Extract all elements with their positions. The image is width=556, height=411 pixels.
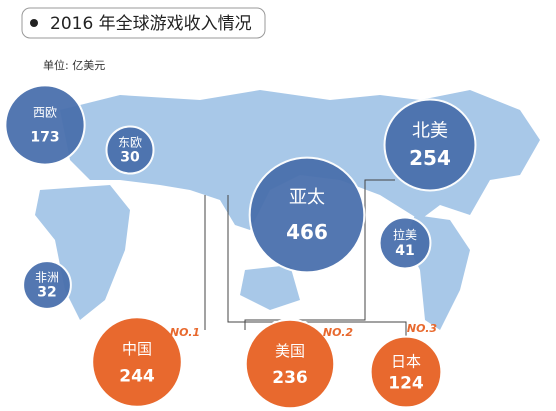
region-name: 东欧 bbox=[118, 135, 142, 149]
region-name: 西欧 bbox=[33, 106, 57, 120]
unit: 单位: 亿美元 bbox=[43, 58, 105, 72]
region-bubble bbox=[248, 156, 366, 274]
rank-label: NO.1 bbox=[170, 326, 200, 339]
country-value: 124 bbox=[388, 373, 424, 393]
country-name: 日本 bbox=[391, 353, 421, 371]
region-name: 非洲 bbox=[35, 270, 59, 284]
region-value: 173 bbox=[30, 130, 59, 146]
country-bubble bbox=[244, 318, 336, 410]
country-value: 244 bbox=[119, 366, 155, 386]
country-name: 中国 bbox=[122, 340, 152, 358]
connector bbox=[227, 195, 407, 340]
rank-label: NO.2 bbox=[323, 326, 353, 339]
country-bubble bbox=[91, 316, 183, 408]
connector bbox=[244, 179, 395, 330]
region-bubble bbox=[378, 216, 432, 270]
country-value: 236 bbox=[272, 368, 308, 388]
region-bubble bbox=[105, 125, 155, 175]
region-value: 32 bbox=[37, 285, 56, 301]
rank-label: NO.3 bbox=[407, 322, 437, 335]
australia bbox=[240, 265, 300, 310]
region-name: 北美 bbox=[412, 120, 448, 141]
region-bubble bbox=[383, 98, 477, 192]
africa bbox=[35, 185, 130, 320]
title-box bbox=[21, 7, 266, 39]
region-value: 466 bbox=[286, 220, 328, 244]
region-value: 30 bbox=[120, 150, 140, 166]
country-name: 美国 bbox=[275, 342, 305, 360]
region-name: 拉美 bbox=[393, 227, 417, 242]
region-name: 亚太 bbox=[289, 187, 325, 208]
region-bubble bbox=[22, 260, 72, 310]
bullet bbox=[30, 19, 38, 27]
region-value: 254 bbox=[409, 146, 451, 170]
country-bubble bbox=[369, 335, 443, 409]
connectors bbox=[204, 179, 407, 340]
region-bubble bbox=[4, 84, 86, 166]
region-value: 41 bbox=[395, 243, 414, 259]
title: 2016 年全球游戏收入情况 bbox=[50, 14, 252, 34]
